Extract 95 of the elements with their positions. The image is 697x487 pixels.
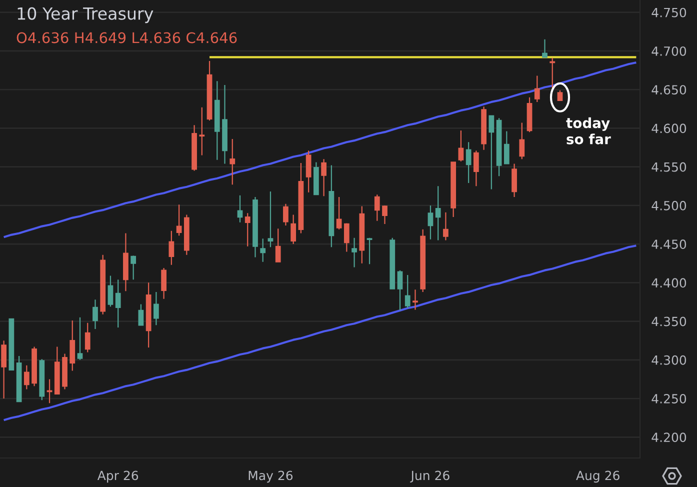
candlestick xyxy=(168,230,174,266)
y-tick-label: 4.700 xyxy=(652,46,686,56)
candlestick xyxy=(8,318,14,371)
candlestick xyxy=(474,150,479,187)
candlestick xyxy=(199,106,205,156)
y-tick-label: 4.350 xyxy=(652,316,686,326)
y-tick-label: 4.500 xyxy=(652,200,686,210)
x-tick-label: May 26 xyxy=(248,470,293,483)
candlestick xyxy=(123,232,128,292)
annotation: today so far xyxy=(566,117,611,144)
candlestick xyxy=(108,275,114,308)
candlestick xyxy=(192,124,197,172)
y-tick-label: 4.750 xyxy=(652,8,686,18)
candlestick xyxy=(154,291,159,326)
candlestick xyxy=(359,206,365,264)
candlestick xyxy=(512,163,517,198)
candlestick xyxy=(24,364,30,390)
candlestick xyxy=(275,228,281,262)
candlestick xyxy=(458,130,464,162)
y-tick-label: 4.650 xyxy=(652,85,686,95)
text: O4.636 H4.649 L4.636 C4.646 xyxy=(16,32,237,44)
candlestick xyxy=(92,299,98,330)
candlestick xyxy=(481,106,486,150)
candlestick xyxy=(138,304,144,326)
candlestick xyxy=(450,162,456,218)
candlestick xyxy=(84,322,90,353)
candlestick xyxy=(404,274,410,309)
candlestick xyxy=(230,138,236,186)
candlestick xyxy=(557,90,563,101)
candlestick xyxy=(306,150,312,193)
candlestick xyxy=(70,320,76,372)
candlestick xyxy=(16,355,22,402)
candlestick xyxy=(443,212,448,241)
candlestick xyxy=(412,289,418,310)
candlestick xyxy=(420,228,426,292)
candlestick xyxy=(39,358,45,401)
candlestick xyxy=(1,340,6,400)
candlestick xyxy=(382,204,388,225)
candlestick xyxy=(290,214,296,245)
candlestick xyxy=(206,60,212,122)
candlestick xyxy=(146,282,152,348)
candlestick xyxy=(268,190,274,248)
candlestick xyxy=(397,270,403,312)
candlestick xyxy=(428,204,434,240)
candlestick xyxy=(321,158,326,197)
candlestick xyxy=(352,237,357,268)
candlestick xyxy=(130,255,136,280)
candlestick xyxy=(260,238,266,262)
candlestick xyxy=(336,196,342,230)
candlestick xyxy=(466,142,472,184)
candlestick xyxy=(252,196,258,258)
line-series xyxy=(2,244,638,422)
y-tick-label: 4.450 xyxy=(652,240,686,249)
line-series xyxy=(2,62,638,238)
candlestick xyxy=(542,38,548,58)
candlestick xyxy=(534,75,540,103)
candlestick xyxy=(519,122,525,160)
x-tick-label: Aug 26 xyxy=(576,470,620,483)
y-tick-label: 4.200 xyxy=(652,432,686,442)
candlestick xyxy=(161,267,166,300)
y-tick-label: 4.250 xyxy=(652,394,686,404)
candlestick xyxy=(435,186,441,241)
candlestick xyxy=(366,237,372,265)
candlestick xyxy=(526,96,532,133)
candlestick xyxy=(298,162,304,234)
candlestick xyxy=(390,237,396,290)
candlestick xyxy=(62,353,68,390)
y-tick-label: 4.400 xyxy=(652,278,686,288)
candlestick xyxy=(32,346,37,387)
candlestick xyxy=(184,214,190,256)
candlestick xyxy=(222,84,228,164)
candlestick xyxy=(328,164,334,248)
candlestick xyxy=(176,204,182,236)
y-tick-label: 4.550 xyxy=(652,162,686,172)
candlestick xyxy=(100,254,106,315)
candlestick xyxy=(77,316,83,360)
y-tick-label: 4.600 xyxy=(652,124,686,134)
candlestick xyxy=(496,118,502,177)
chart-title: 10 Year Treasury xyxy=(18,7,154,24)
candlestick xyxy=(344,222,350,252)
candlestick xyxy=(374,194,380,222)
x-tick-label: Jun 26 xyxy=(410,470,450,482)
candlestick xyxy=(314,162,319,196)
y-tick-label: 4.300 xyxy=(652,355,686,365)
candlestick xyxy=(283,203,288,226)
candlestick xyxy=(488,115,494,190)
candlestick xyxy=(115,279,121,328)
candlestick xyxy=(54,346,60,394)
candlestick xyxy=(504,130,510,164)
candlestick xyxy=(244,212,250,247)
candlestick xyxy=(46,378,52,404)
x-tick-label: Apr 26 xyxy=(97,470,138,483)
candlestick xyxy=(550,57,556,89)
candlestick xyxy=(214,80,220,160)
candlestick xyxy=(237,194,243,223)
